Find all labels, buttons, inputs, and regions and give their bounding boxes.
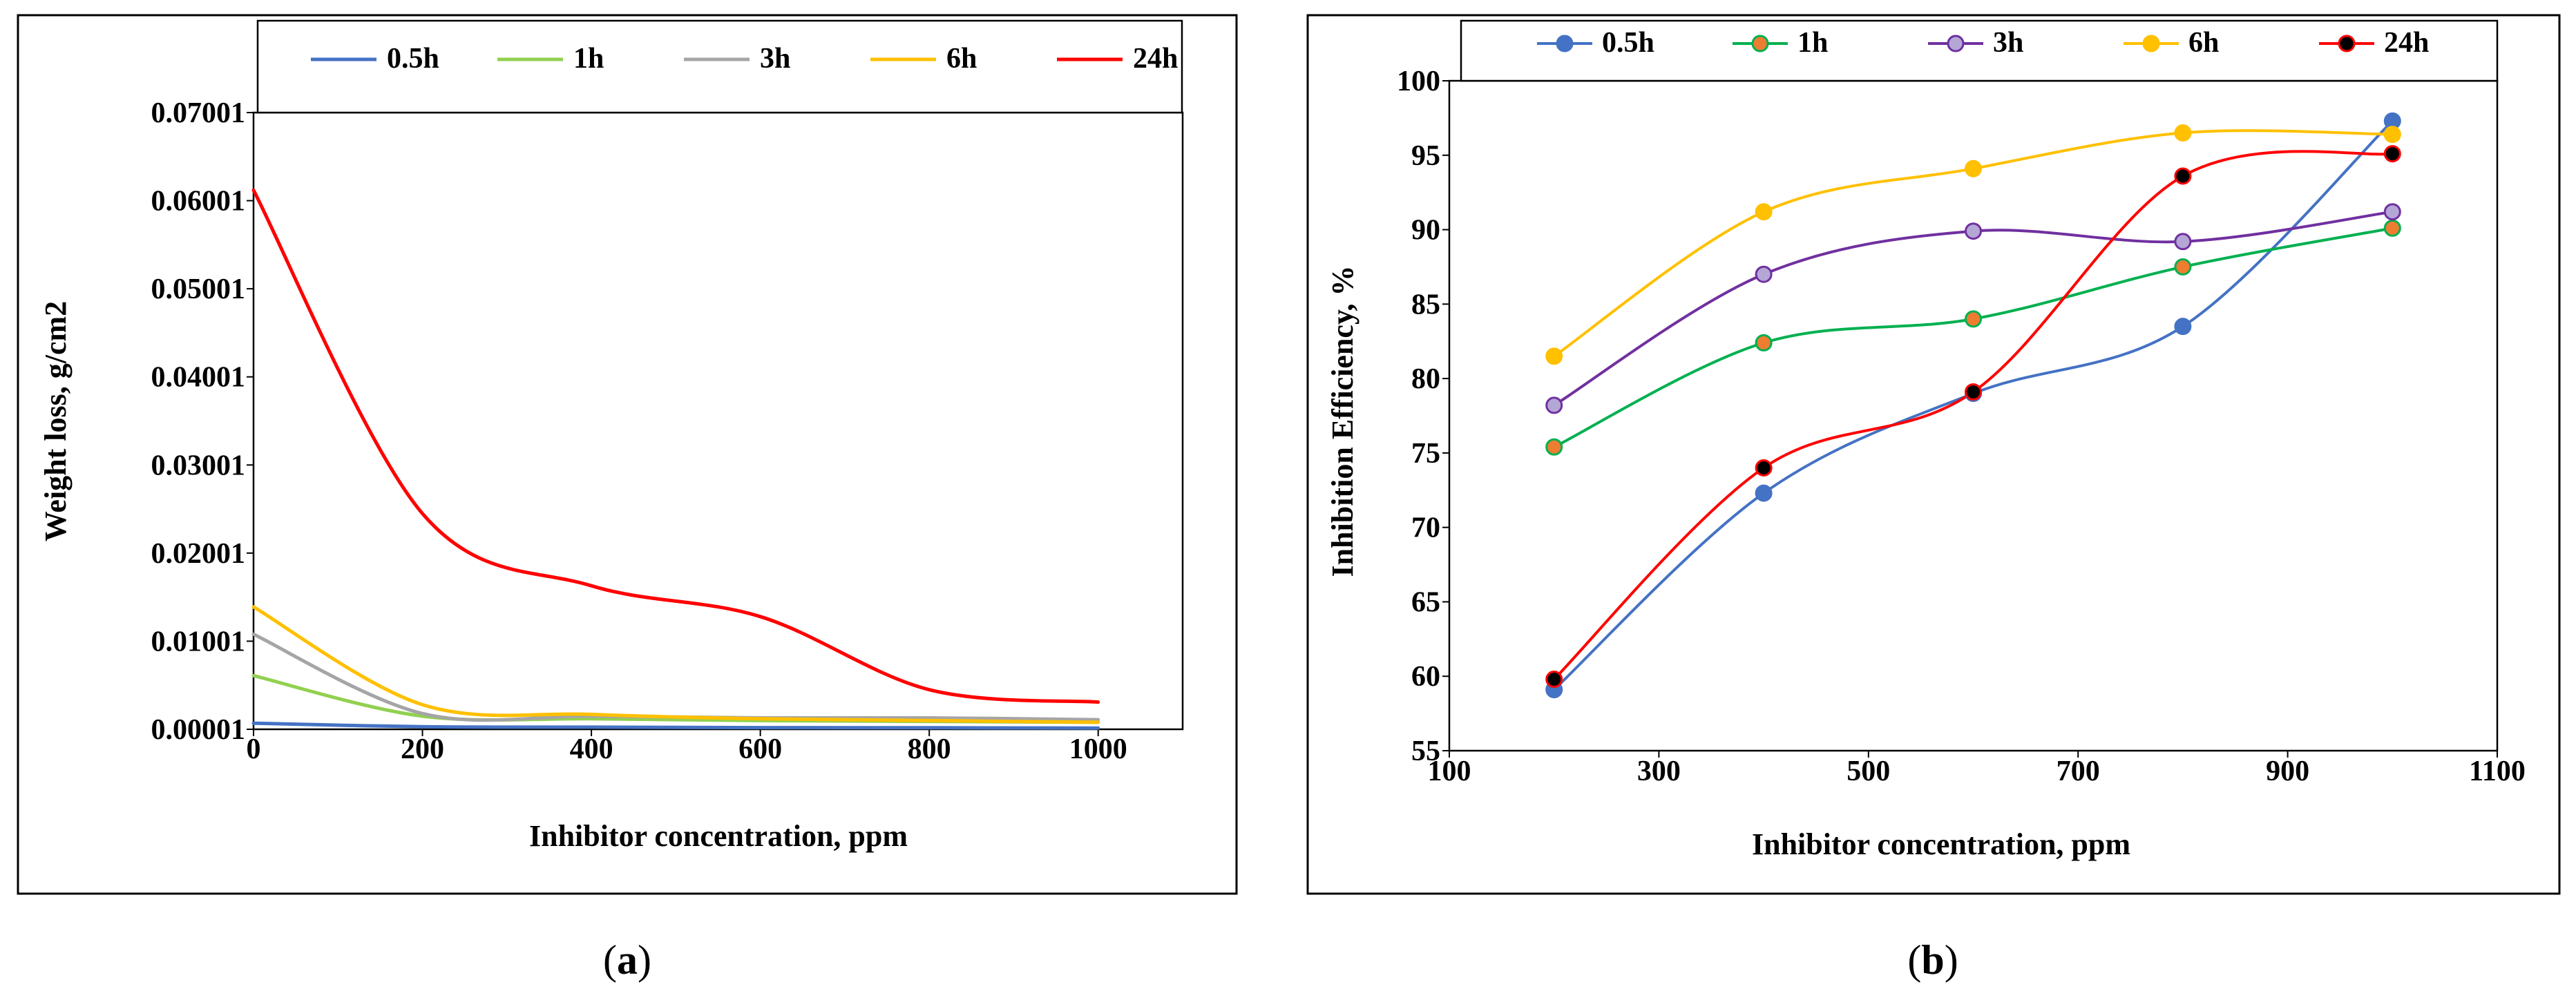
panel-b-legend-marker-6h — [2142, 35, 2160, 52]
panel-b-series-3h-point — [1965, 222, 1982, 240]
panel-b-y-tick-label: 80 — [1411, 363, 1440, 395]
panel-a-legend-entries: 0.5h 1h 3h 6h 24h — [311, 43, 1178, 75]
panel-a-y-tick-label: 0.06001 — [151, 186, 246, 218]
panel-a-y-tick-label: 0.04001 — [151, 362, 246, 394]
panel-b-series-24h-point — [1755, 459, 1773, 477]
panel-b-legend-marker-0.5h — [1556, 35, 1574, 52]
panel-b-y-tick-label: 95 — [1411, 140, 1440, 172]
panel-b-series-6h-point — [1545, 347, 1563, 365]
panel-a-x-tick-label: 400 — [570, 733, 613, 765]
panel-a-plot-area — [252, 111, 1184, 731]
panel-b-series-1h-point — [1545, 438, 1563, 456]
panel-b-series-3h-point — [1545, 396, 1563, 414]
panel-b-series-24h-point — [2383, 145, 2401, 163]
panel-a-series-24h-line — [251, 188, 1100, 704]
panel-b-x-axis-title: Inhibitor concentration, ppm — [1752, 827, 2130, 861]
panel-b-x-tick-label: 700 — [2057, 756, 2100, 787]
panel-a-series-0.5h-line — [251, 721, 1100, 730]
panel-a-series-6h-line — [251, 605, 1100, 724]
panel-b-legend-label-3h: 3h — [1993, 27, 2023, 59]
panel-a-y-tick-label: 0.05001 — [151, 273, 246, 305]
panel-b-series-0.5h-point — [2174, 318, 2192, 336]
panel-a-caption-letter: a — [617, 937, 638, 983]
panel-b-series-1h-point — [2383, 219, 2401, 237]
panel-a-x-tick-label: 200 — [401, 733, 444, 765]
panel-b-legend-label-24h: 24h — [2384, 27, 2429, 59]
panel-b-y-tick-label: 90 — [1411, 215, 1440, 247]
panel-b-y-axis-title: Inhibition Efficiency, % — [1326, 265, 1359, 577]
panel-b-series-3h-point — [2174, 233, 2192, 251]
panel-b-series-0.5h-point — [1755, 484, 1773, 502]
panel-b-x-tick-label: 900 — [2266, 756, 2309, 787]
panel-b-legend-marker-3h — [1947, 35, 1965, 52]
panel-b-plot-area — [1448, 79, 2499, 752]
panel-a-x-tick-label: 1000 — [1069, 733, 1127, 765]
panel-b-series-3h-line — [1552, 210, 2394, 407]
panel-b-frame — [1306, 14, 2561, 895]
panel-b-legend-label-6h: 6h — [2188, 27, 2219, 59]
panel-a-y-axis-title: Weight loss, g/cm2 — [39, 301, 73, 541]
panel-b-y-tick-label: 85 — [1411, 289, 1440, 320]
panel-b-series-6h-point — [1965, 160, 1982, 177]
panel-b-y-tick-label: 100 — [1397, 66, 1440, 97]
panel-a-legend-label-0.5h: 0.5h — [387, 43, 439, 75]
panel-b-series-6h-point — [2383, 126, 2401, 144]
panel-a-y-tick-label: 0.07001 — [151, 97, 246, 129]
panel-a-x-tick-label: 600 — [738, 733, 782, 765]
panel-b-series-24h-point — [2174, 167, 2192, 185]
panel-b-series-1h-point — [1755, 334, 1773, 352]
panel-a-y-tick-label: 0.02001 — [151, 538, 246, 570]
panel-b-legend — [1460, 19, 2499, 82]
panel-a-y-tick-label: 0.00001 — [151, 714, 246, 746]
panel-a-legend — [256, 19, 1183, 114]
panel-b-x-tick-label: 300 — [1637, 756, 1681, 787]
panel-a-axes: 0 200 400 600 800 1000 0.00001 0.01001 0.02001 0.… — [151, 97, 1127, 765]
panel-b-x-tick-label: 1100 — [2469, 756, 2526, 787]
panel-a-frame — [17, 14, 1238, 895]
panel-b-legend-entries: 0.5h 1h 3h 6h 24h — [1537, 27, 2429, 59]
panel-b-caption-letter: b — [1921, 937, 1944, 983]
panel-b-x-tick-label: 500 — [1847, 756, 1890, 787]
panel-a-y-tick-label: 0.03001 — [151, 450, 246, 481]
panel-a-legend-label-3h: 3h — [760, 43, 790, 75]
panel-b-legend-marker-24h — [2338, 35, 2356, 52]
panel-a-y-tick-label: 0.01001 — [151, 626, 246, 657]
panel-b-legend-label-0.5h: 0.5h — [1602, 27, 1654, 59]
panel-a-legend-label-6h: 6h — [946, 43, 977, 75]
panel-a-x-tick-label: 0 — [247, 733, 261, 765]
panel-b-legend-marker-1h — [1751, 35, 1769, 52]
panel-b-series-24h-point — [1545, 671, 1563, 689]
panel-b-series-group — [1545, 112, 2401, 699]
panel-a-series-group — [251, 188, 1100, 730]
panel-a-x-tick-label: 800 — [908, 733, 951, 765]
panel-b-series-6h-point — [1755, 203, 1773, 221]
panel-b-y-tick-label: 75 — [1411, 438, 1440, 470]
panel-a-x-axis-title: Inhibitor concentration, ppm — [529, 819, 908, 853]
panel-b-legend-label-1h: 1h — [1797, 27, 1828, 59]
panel-b-series-0.5h-line — [1552, 119, 2394, 691]
panel-a-legend-label-24h: 24h — [1133, 43, 1178, 75]
panel-a-caption: (a) — [603, 937, 651, 983]
panel-b-series-1h-point — [1965, 310, 1982, 328]
panel-b-y-tick-label: 65 — [1411, 586, 1440, 618]
panel-b-axes: 100 300 500 700 900 1100 55 60 65 70 75 80 85 90 95 100 — [1397, 66, 2526, 787]
panel-b-y-tick-label: 60 — [1411, 661, 1440, 693]
panel-a: 0 200 400 600 800 1000 0.00001 0.01001 0.02001 0.… — [17, 14, 1238, 895]
panel-b-y-tick-label: 55 — [1411, 735, 1440, 767]
panel-b-series-1h-point — [2174, 258, 2192, 276]
panel-b-series-24h-point — [1965, 383, 1982, 401]
panel-b-caption: (b) — [1907, 937, 1958, 983]
panel-b-y-tick-label: 70 — [1411, 512, 1440, 544]
panel-b-series-3h-point — [1755, 265, 1773, 283]
panel-b-x-tick-label: 100 — [1428, 756, 1471, 787]
panel-a-legend-label-1h: 1h — [573, 43, 604, 75]
panel-b-series-3h-point — [2383, 203, 2401, 221]
panel-b-series-6h-point — [2174, 124, 2192, 142]
panel-b: 100 300 500 700 900 1100556065707580859095100… — [1306, 14, 2561, 895]
